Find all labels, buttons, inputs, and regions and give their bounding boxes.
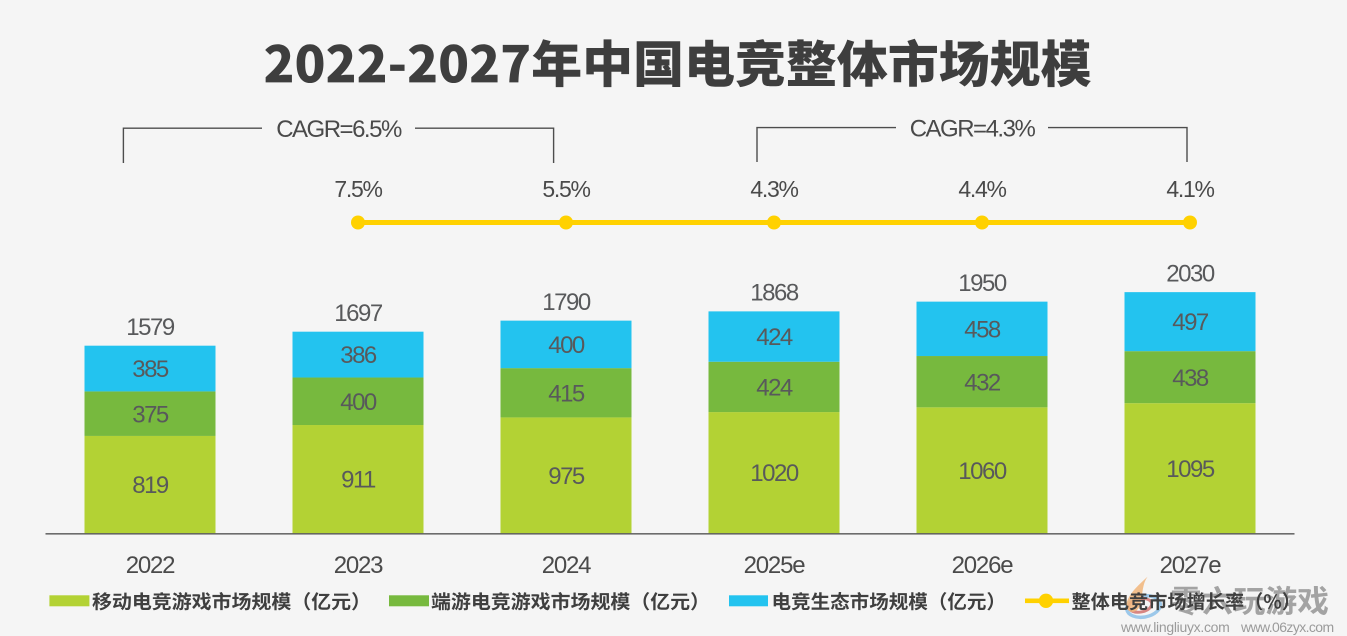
svg-text:386: 386 [340,342,377,369]
svg-text:415: 415 [548,380,585,407]
svg-text:432: 432 [964,369,1001,396]
svg-text:CAGR=6.5%: CAGR=6.5% [276,116,402,143]
svg-text:1950: 1950 [958,270,1007,297]
svg-text:1790: 1790 [542,289,591,316]
svg-text:375: 375 [132,401,169,428]
svg-text:5.5%: 5.5% [542,176,590,202]
svg-text:424: 424 [756,324,793,351]
svg-text:497: 497 [1172,309,1209,336]
svg-text:400: 400 [340,389,377,416]
svg-text:911: 911 [341,467,376,494]
svg-text:2024: 2024 [542,552,591,579]
svg-text:2027e: 2027e [1160,552,1222,579]
svg-text:1095: 1095 [1166,456,1215,483]
svg-text:1060: 1060 [958,458,1007,485]
svg-text:975: 975 [548,463,585,490]
svg-text:7.5%: 7.5% [334,176,382,202]
svg-text:4.1%: 4.1% [1166,176,1214,202]
svg-text:2025e: 2025e [744,552,806,579]
svg-text:4.3%: 4.3% [750,176,798,202]
svg-text:2030: 2030 [1166,260,1215,287]
svg-text:CAGR=4.3%: CAGR=4.3% [910,115,1036,142]
svg-text:1579: 1579 [126,314,175,341]
svg-text:2026e: 2026e [952,552,1014,579]
svg-text:438: 438 [1172,365,1209,392]
svg-text:424: 424 [756,375,793,402]
svg-text:400: 400 [548,332,585,359]
svg-text:www.06zyx.com: www.06zyx.com [1240,619,1334,635]
svg-text:2023: 2023 [334,552,383,579]
svg-text:2022: 2022 [126,552,175,579]
svg-text:1697: 1697 [334,300,383,327]
svg-text:1868: 1868 [750,280,799,307]
svg-text:1020: 1020 [750,460,799,487]
svg-text:4.4%: 4.4% [958,176,1006,202]
svg-text:819: 819 [132,472,169,499]
svg-text:www.lingliuyx.com: www.lingliuyx.com [1120,619,1230,635]
svg-text:458: 458 [964,316,1001,343]
svg-text:385: 385 [132,356,169,383]
